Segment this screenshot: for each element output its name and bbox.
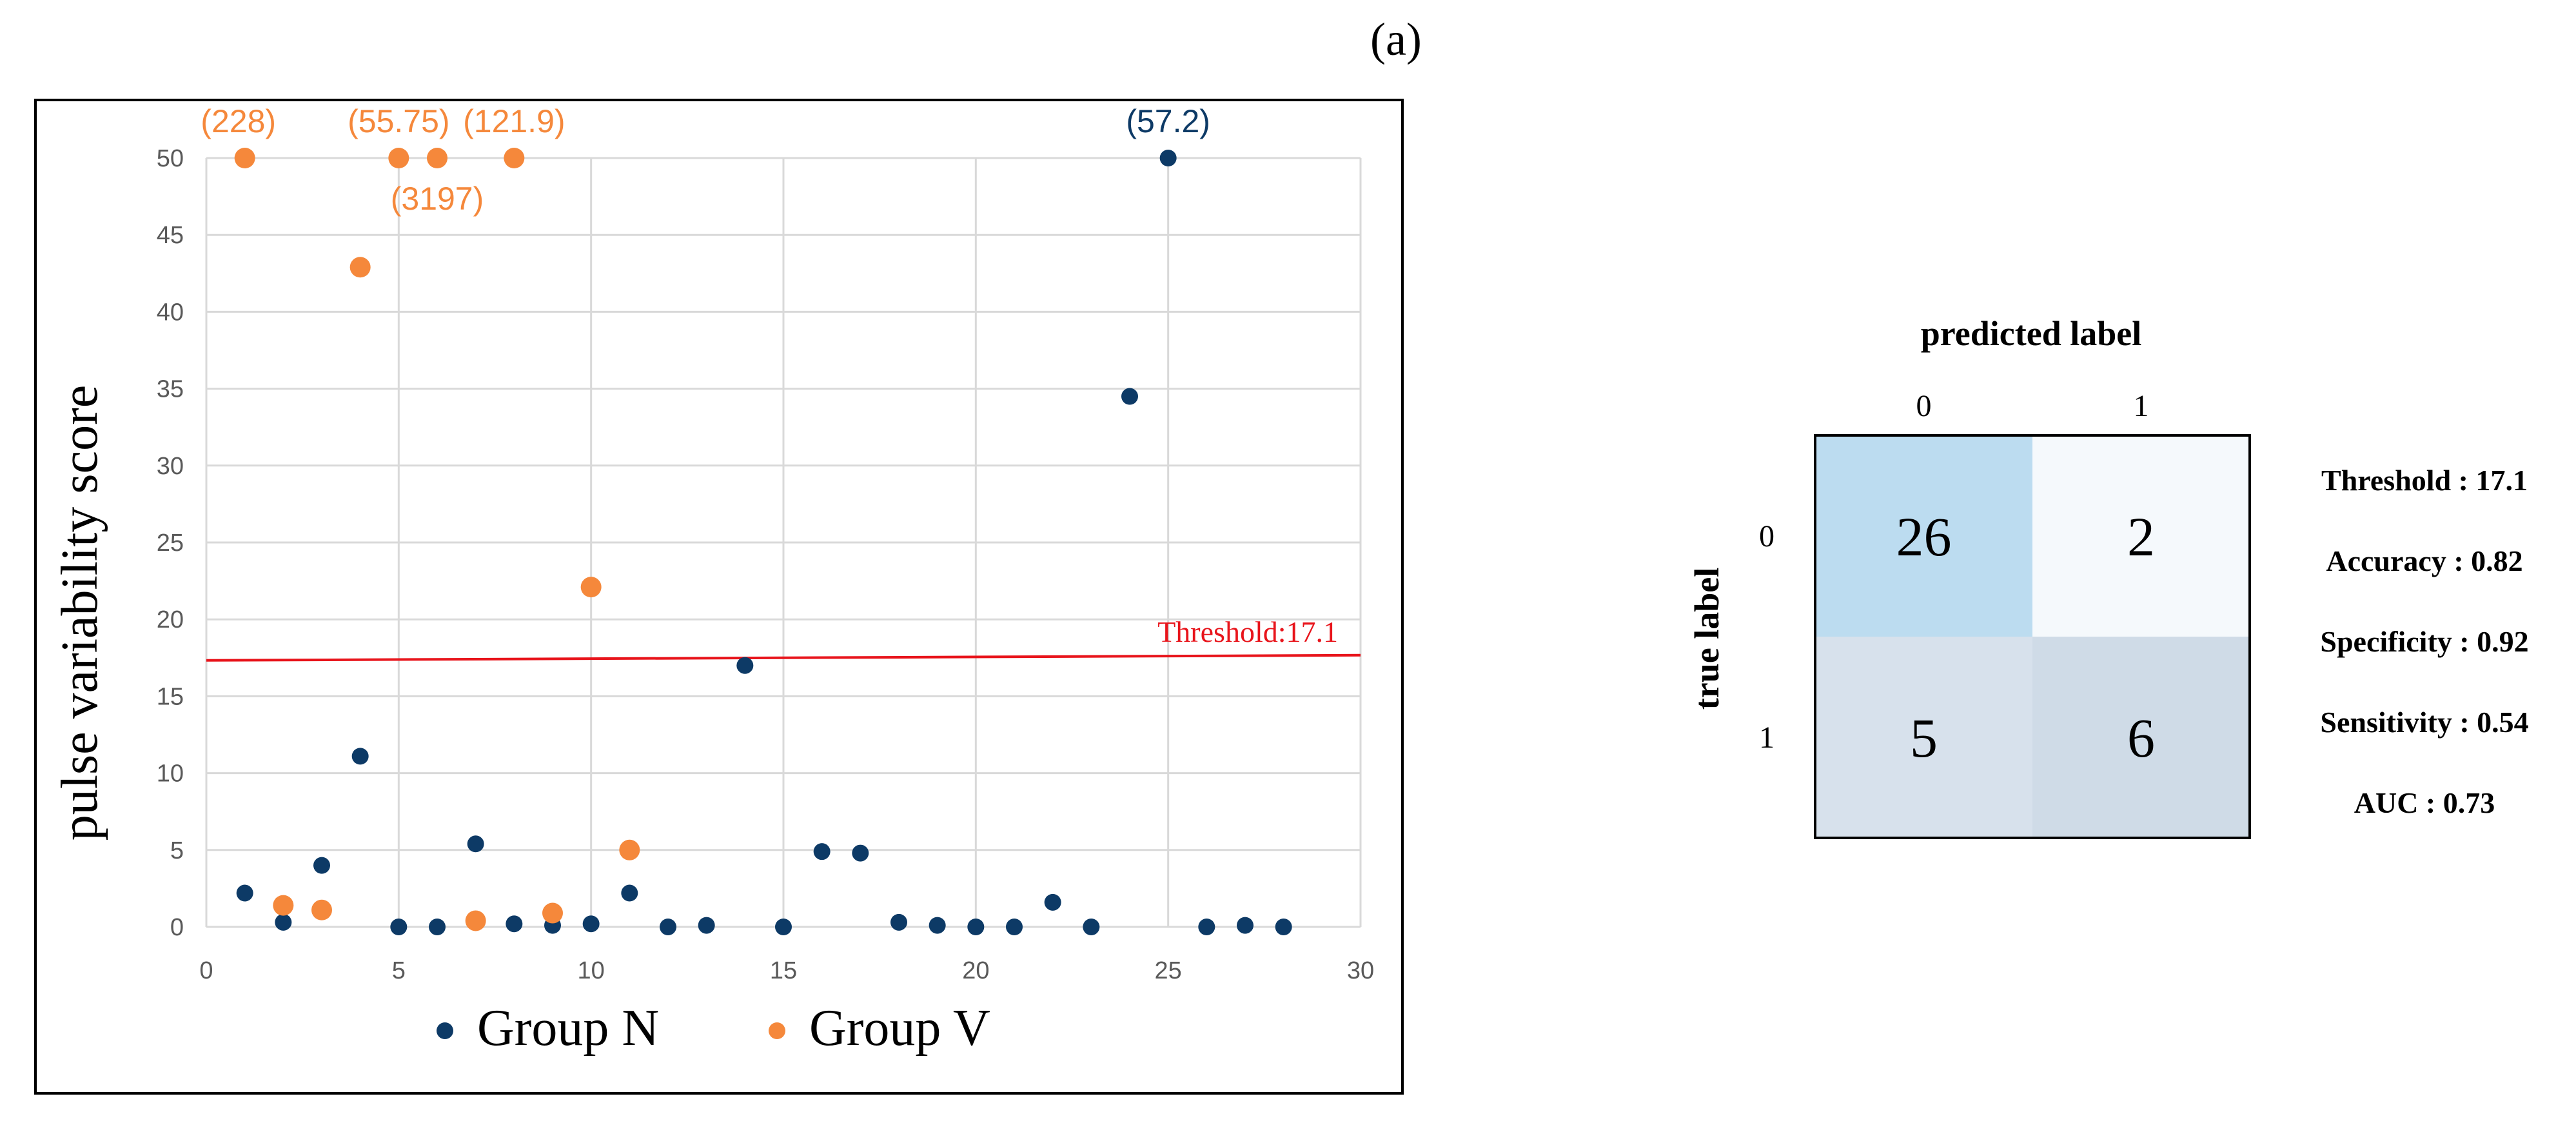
group-v-point (465, 910, 486, 931)
group-n-point (1198, 919, 1215, 935)
y-tick-label: 50 (157, 145, 184, 172)
x-tick-label: 5 (392, 957, 406, 984)
outlier-value-annotation: (3197) (391, 181, 484, 217)
group-n-point (236, 884, 253, 902)
legend-label-group-v: Group V (809, 1000, 990, 1057)
group-n-point (967, 919, 985, 935)
x-tick-label: 30 (1347, 957, 1374, 984)
group-n-point (890, 913, 907, 931)
metric-label: Specificity : 0.92 (2320, 625, 2528, 658)
y-axis-title: true label (1687, 568, 1726, 710)
group-n-point (621, 884, 638, 902)
legend-marker-group-n (437, 1022, 453, 1039)
metric-label: Threshold : 17.1 (2321, 464, 2528, 497)
group-v-point (388, 148, 409, 168)
annotations-layer: (228) (55.75) (3197) (121.9) (57.2) (201, 103, 1210, 217)
group-n-point (1159, 150, 1177, 166)
metric-label: Sensitivity : 0.54 (2320, 706, 2528, 739)
scatter-chart: 0 5 10 15 20 25 30 35 40 45 50 0 5 10 15 20 25 30 Thresho… (34, 99, 1404, 1095)
threshold-line (206, 653, 1361, 662)
y-tick-label: 40 (157, 299, 184, 326)
legend-label-group-n: Group N (477, 1000, 659, 1057)
group-n-point (813, 843, 831, 860)
group-n-point (1121, 388, 1138, 405)
x-tick-label: 15 (770, 957, 797, 984)
group-v-point (311, 899, 332, 920)
group-n-point (1275, 919, 1292, 935)
x-tick-label: 20 (962, 957, 989, 984)
group-v-point (427, 148, 447, 168)
group-n-point (929, 917, 946, 934)
group-n-point (775, 919, 792, 935)
group-n-point (660, 919, 676, 935)
group-n-point (351, 748, 369, 765)
matrix-cell (2032, 637, 2250, 838)
y-tick-label: 0 (170, 914, 184, 941)
group-n-point (467, 835, 484, 853)
matrix-cell-value: 5 (1910, 707, 1938, 769)
matrix-cell-value: 26 (1896, 506, 1952, 568)
x-tick-label: 10 (578, 957, 605, 984)
y-tick-label: 15 (157, 683, 184, 710)
points-layer (234, 148, 1292, 935)
metric-label: Accuracy : 0.82 (2326, 544, 2522, 577)
group-v-point (504, 148, 525, 168)
matrix-cell (1815, 435, 2032, 637)
axis-layer: 0 5 10 15 20 25 30 35 40 45 50 0 5 10 15 20 25 30 (157, 145, 1374, 984)
y-tick-label: 10 (157, 760, 184, 788)
group-n-point (1083, 919, 1100, 935)
group-v-point (273, 895, 294, 916)
confusion-matrix-layer: predicted label 0 1 0 1 true label 26 2 5 6 Thresh… (1687, 314, 2529, 839)
x-axis-title: predicted label (1921, 314, 2141, 353)
matrix-cell (1815, 637, 2032, 838)
y-tick-label: 5 (170, 837, 184, 864)
y-axis-label: pulse variability score (52, 385, 108, 840)
x-tick-label: 25 (1155, 957, 1182, 984)
group-v-point (619, 839, 640, 860)
x-category-label: 0 (1916, 389, 1932, 423)
group-n-point (390, 919, 408, 935)
matrix-cell (2032, 435, 2250, 637)
group-v-point (349, 257, 371, 278)
x-category-label: 1 (2134, 389, 2149, 423)
group-n-point (852, 844, 869, 862)
group-n-point (1044, 893, 1061, 911)
matrix-border (1814, 434, 2251, 839)
group-n-point (275, 913, 292, 931)
y-category-label: 0 (1759, 519, 1775, 553)
outlier-value-annotation: (55.75) (348, 103, 449, 139)
group-n-point (698, 917, 715, 934)
group-v-point (580, 577, 602, 598)
group-n-point (506, 915, 523, 933)
group-v-point (234, 148, 255, 168)
y-tick-label: 30 (157, 453, 184, 480)
matrix-cell-value: 6 (2127, 707, 2155, 769)
panel-label: (a) (1370, 14, 1422, 65)
y-tick-label: 35 (157, 376, 184, 403)
group-n-point (1237, 917, 1254, 934)
group-n-point (313, 857, 330, 874)
group-n-point (1006, 919, 1023, 935)
group-n-point (582, 915, 600, 933)
y-tick-label: 20 (157, 606, 184, 633)
threshold-layer: Threshold:17.1 (206, 615, 1361, 662)
metric-label: AUC : 0.73 (2354, 786, 2495, 819)
outlier-value-annotation: (57.2) (1126, 103, 1210, 139)
legend: Group N Group V (437, 1000, 990, 1057)
group-n-point (429, 919, 446, 935)
y-category-label: 1 (1759, 721, 1775, 755)
y-tick-label: 25 (157, 530, 184, 557)
matrix-cell-value: 2 (2127, 506, 2155, 568)
outlier-value-annotation: (121.9) (463, 103, 565, 139)
y-tick-label: 45 (157, 222, 184, 249)
threshold-label: Threshold:17.1 (1157, 615, 1338, 648)
legend-marker-group-v (769, 1022, 785, 1039)
group-n-point (736, 657, 754, 674)
outlier-value-annotation: (228) (201, 103, 276, 139)
x-tick-label: 0 (199, 957, 213, 984)
group-v-point (542, 902, 563, 924)
